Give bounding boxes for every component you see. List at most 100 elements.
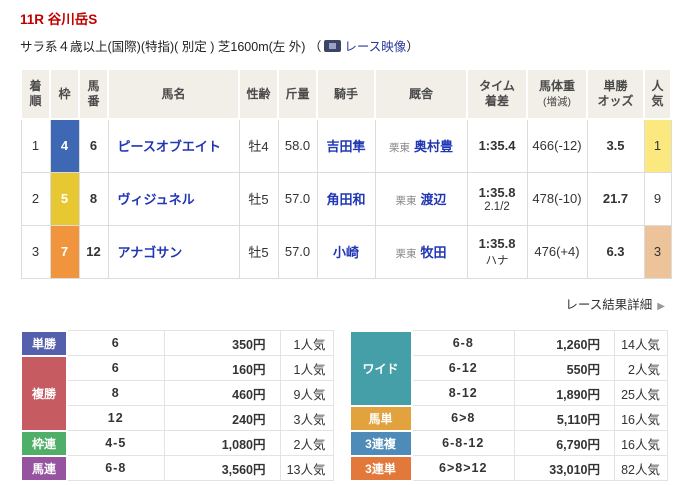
col-header-sex-age: 性齢 xyxy=(238,68,279,120)
jockey-cell: 小崎 xyxy=(316,224,376,279)
horse-weight-cell: 466(-12) xyxy=(526,118,588,173)
wide-combo: 8-12 xyxy=(411,380,515,406)
horse-number-cell: 8 xyxy=(78,171,109,226)
video-icon xyxy=(324,40,342,52)
horse-name-link[interactable]: アナゴサン xyxy=(117,245,183,260)
win-payout: 350円 xyxy=(163,330,281,356)
wide-popularity: 14人気 xyxy=(614,330,668,356)
frame-cell: 7 xyxy=(49,224,80,279)
table-row: 3 7 12 アナゴサン 牡5 57.0 小崎 栗東 牧田 1:35.8 ハナ 47… xyxy=(20,224,672,279)
quinella-popularity: 13人気 xyxy=(279,455,334,481)
col-header-stable: 厩舎 xyxy=(374,68,468,120)
right-arrow-icon: ▶ xyxy=(657,300,665,312)
race-conditions-text: サラ系４歳以上(国際)(特指)( 別定 ) 芝1600m(左 外) xyxy=(20,40,306,54)
horse-name-cell: アナゴサン xyxy=(107,224,240,279)
exacta-popularity: 16人気 xyxy=(614,405,668,431)
payout-row-win: 単勝 6 350円 1人気 xyxy=(20,329,334,357)
col-header-time-margin: タイム 着差 xyxy=(466,68,528,120)
col-header-rank: 着 順 xyxy=(20,68,51,120)
bet-type-trifecta: 3連単 xyxy=(348,454,413,482)
stable-cell: 栗東 渡辺 xyxy=(374,171,468,226)
odds-cell: 6.3 xyxy=(586,224,645,279)
race-detail-row: レース結果詳細 ▶ xyxy=(20,294,665,313)
quinella-payout: 3,560円 xyxy=(163,455,281,481)
weight-cell: 58.0 xyxy=(277,118,318,173)
place-payout: 240円 xyxy=(163,405,281,431)
race-result-detail-link[interactable]: レース結果詳細 ▶ xyxy=(565,297,665,312)
stable-link[interactable]: 渡辺 xyxy=(420,192,447,207)
time-margin-cell: 1:35.4 xyxy=(466,118,528,173)
table-row: 1 4 6 ピースオブエイト 牡4 58.0 吉田隼 栗東 奥村豊 1:35.4 … xyxy=(20,118,672,173)
frame-cell: 4 xyxy=(49,118,80,173)
place-combo: 8 xyxy=(66,380,165,406)
time-margin-cell: 1:35.8 ハナ xyxy=(466,224,528,279)
win-combo: 6 xyxy=(66,330,165,356)
region-label: 栗東 xyxy=(388,142,410,155)
jockey-cell: 角田和 xyxy=(316,171,376,226)
place-popularity: 1人気 xyxy=(279,355,334,381)
sex-age-cell: 牡5 xyxy=(238,224,279,279)
video-paren-open: （ xyxy=(308,40,322,54)
sex-age-cell: 牡4 xyxy=(238,118,279,173)
jockey-link[interactable]: 吉田隼 xyxy=(326,139,366,155)
bet-type-win: 単勝 xyxy=(20,329,68,357)
jockey-link[interactable]: 小崎 xyxy=(332,245,359,260)
payout-row-place: 8 460円 9人気 xyxy=(21,380,334,406)
time-margin-cell: 1:35.8 2.1/2 xyxy=(466,171,528,226)
race-video-link[interactable]: レース映像 xyxy=(344,40,407,54)
horse-number-cell: 6 xyxy=(78,118,109,173)
trifecta-popularity: 82人気 xyxy=(614,455,668,481)
payout-row-bracket: 枠連 4-5 1,080円 2人気 xyxy=(20,429,334,457)
wide-popularity: 2人気 xyxy=(614,355,668,381)
odds-cell: 21.7 xyxy=(586,171,645,226)
wide-popularity: 25人気 xyxy=(614,380,668,406)
table-row: 2 5 8 ヴィジュネル 牡5 57.0 角田和 栗東 渡辺 1:35.8 2.1/… xyxy=(20,171,672,226)
exacta-combo: 6>8 xyxy=(411,405,515,431)
region-label: 栗東 xyxy=(395,195,417,207)
place-combo: 12 xyxy=(66,405,165,431)
wide-payout: 1,890円 xyxy=(514,380,615,406)
race-title: 11R 谷川岳S xyxy=(20,12,98,27)
trio-payout: 6,790円 xyxy=(514,430,615,456)
col-header-jockey: 騎手 xyxy=(316,68,376,120)
stable-link[interactable]: 奥村豊 xyxy=(413,139,453,155)
bet-type-wide: ワイド xyxy=(348,329,413,407)
horse-name-link[interactable]: ピースオブエイト xyxy=(117,139,221,155)
jockey-link[interactable]: 角田和 xyxy=(326,192,366,207)
bracket-payout: 1,080円 xyxy=(163,430,281,456)
stable-link[interactable]: 牧田 xyxy=(420,245,447,260)
place-payout: 160円 xyxy=(163,355,281,381)
bet-type-quinella: 馬連 xyxy=(20,454,68,482)
jockey-cell: 吉田隼 xyxy=(316,118,376,173)
wide-payout: 550円 xyxy=(514,355,615,381)
place-popularity: 3人気 xyxy=(279,405,334,431)
wide-combo: 6-12 xyxy=(411,355,515,381)
race-results-table: 着 順 枠 馬 番 馬名 性齢 斤量 騎手 厩舎 タイム 着差 馬体重 (増減) … xyxy=(20,68,672,279)
frame-cell: 5 xyxy=(49,171,80,226)
bet-type-bracket: 枠連 xyxy=(20,429,68,457)
weight-cell: 57.0 xyxy=(277,171,318,226)
horse-name-cell: ヴィジュネル xyxy=(107,171,240,226)
stable-cell: 栗東 奥村豊 xyxy=(374,118,468,173)
payout-row-place: 12 240円 3人気 xyxy=(21,405,334,431)
race-conditions: サラ系４歳以上(国際)(特指)( 別定 ) 芝1600m(左 外) （ レース映像… xyxy=(20,36,665,55)
col-header-odds: 単勝 オッズ xyxy=(586,68,645,120)
horse-number-cell: 12 xyxy=(78,224,109,279)
bracket-popularity: 2人気 xyxy=(279,430,334,456)
place-payout: 460円 xyxy=(163,380,281,406)
col-header-horse-weight: 馬体重 (増減) xyxy=(526,68,588,120)
col-header-name: 馬名 xyxy=(107,68,240,120)
bet-type-exacta: 馬単 xyxy=(348,404,413,432)
trifecta-combo: 6>8>12 xyxy=(411,455,515,481)
payout-row-place: 複勝 6 160円 1人気 xyxy=(20,354,334,432)
wide-payout: 1,260円 xyxy=(514,330,615,356)
trio-combo: 6-8-12 xyxy=(411,430,515,456)
payout-row-trio: 3連複 6-8-12 6,790円 16人気 xyxy=(348,429,668,457)
horse-name-link[interactable]: ヴィジュネル xyxy=(117,192,195,207)
payout-row-quinella: 馬連 6-8 3,560円 13人気 xyxy=(20,454,334,482)
exacta-payout: 5,110円 xyxy=(514,405,615,431)
horse-weight-cell: 478(-10) xyxy=(526,171,588,226)
horse-name-cell: ピースオブエイト xyxy=(107,118,240,173)
payout-row-trifecta: 3連単 6>8>12 33,010円 82人気 xyxy=(348,454,668,482)
popularity-cell: 1 xyxy=(643,118,672,173)
